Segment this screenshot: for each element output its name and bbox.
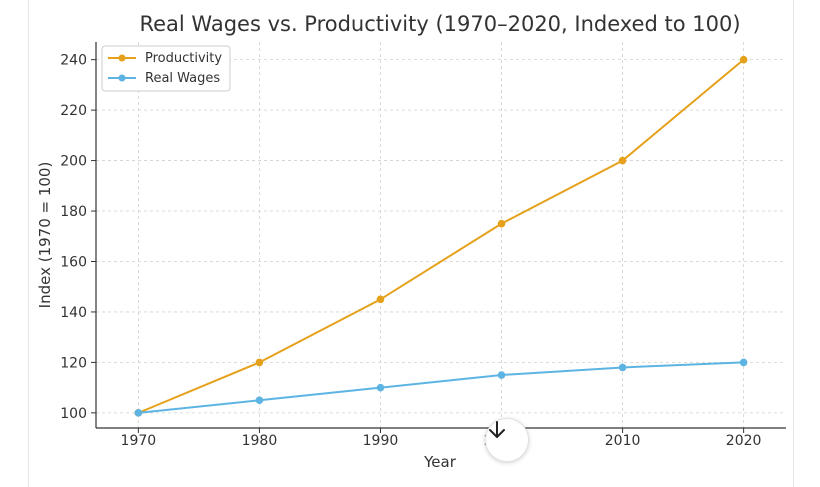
data-point-real-wages bbox=[255, 396, 264, 405]
data-point-real-wages bbox=[376, 383, 385, 392]
y-tick-label: 200 bbox=[60, 154, 87, 170]
x-tick-label: 2020 bbox=[726, 433, 762, 449]
legend-marker-productivity bbox=[118, 54, 126, 62]
y-tick-label: 140 bbox=[60, 305, 87, 321]
y-tick-label: 160 bbox=[60, 254, 87, 270]
legend-label-real-wages: Real Wages bbox=[145, 71, 220, 86]
y-axis-label: Index (1970 = 100) bbox=[36, 162, 54, 309]
data-point-real-wages bbox=[497, 371, 506, 379]
data-point-real-wages bbox=[618, 363, 627, 372]
data-point-productivity bbox=[739, 55, 748, 64]
chart-title: Real Wages vs. Productivity (1970–2020, … bbox=[139, 12, 740, 36]
grid bbox=[96, 42, 786, 428]
scroll-down-button[interactable] bbox=[485, 418, 529, 462]
series-line-real-wages bbox=[138, 361, 744, 414]
x-tick-label: 1980 bbox=[242, 433, 278, 449]
axes: 1001201401601802002202401970198019902000… bbox=[60, 42, 786, 449]
arrow-down-icon bbox=[489, 421, 505, 438]
data-point-real-wages bbox=[739, 358, 748, 367]
data-point-real-wages bbox=[134, 409, 143, 417]
data-point-productivity bbox=[497, 219, 506, 228]
x-axis-label: Year bbox=[423, 453, 457, 471]
y-tick-label: 220 bbox=[60, 103, 87, 119]
data-point-productivity bbox=[618, 156, 627, 165]
series-layer bbox=[134, 55, 748, 417]
data-point-productivity bbox=[255, 358, 264, 367]
y-tick-label: 120 bbox=[60, 355, 87, 371]
x-tick-label: 2010 bbox=[605, 433, 641, 449]
y-tick-label: 240 bbox=[60, 53, 87, 69]
x-tick-label: 1990 bbox=[363, 433, 399, 449]
y-tick-label: 100 bbox=[60, 406, 87, 422]
y-tick-label: 180 bbox=[60, 204, 87, 220]
x-tick-label: 1970 bbox=[121, 433, 157, 449]
data-point-productivity bbox=[376, 295, 385, 304]
legend-marker-real-wages bbox=[118, 74, 126, 82]
legend: Productivity Real Wages bbox=[101, 45, 231, 92]
legend-label-productivity: Productivity bbox=[145, 51, 222, 66]
series-line-productivity bbox=[137, 58, 745, 414]
